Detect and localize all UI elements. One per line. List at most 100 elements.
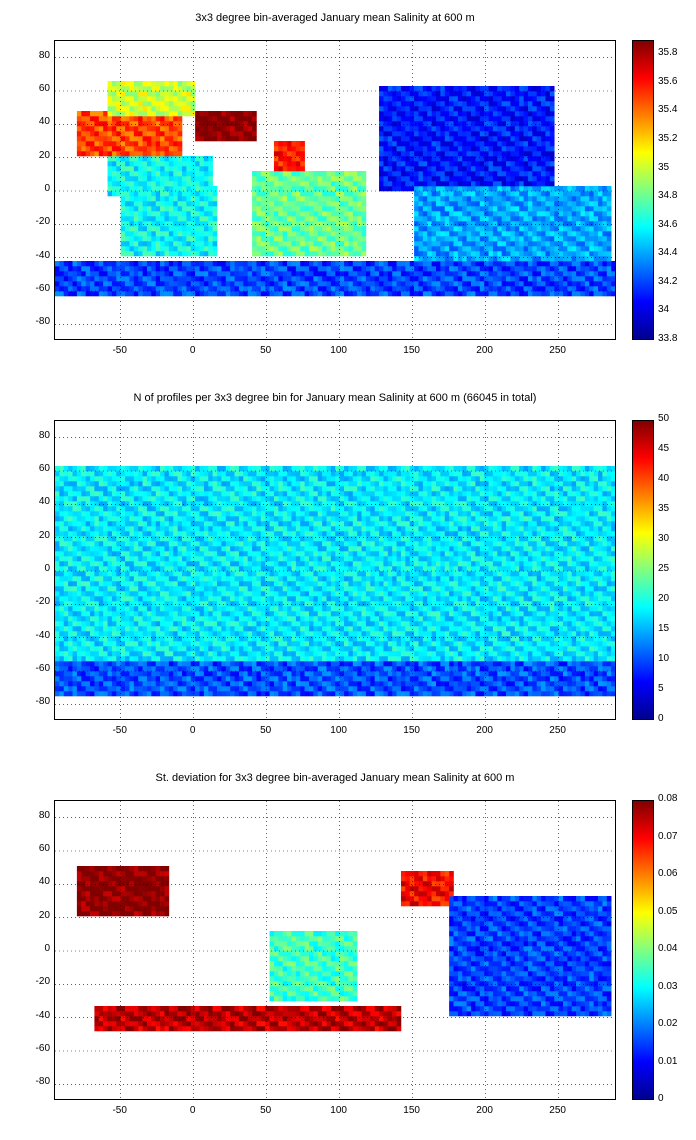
heatmap-cell: [146, 146, 152, 152]
heatmap-cell: [111, 91, 117, 97]
heatmap-cell: [501, 686, 507, 692]
heatmap-cell: [449, 176, 454, 182]
heatmap-cell: [352, 266, 358, 272]
heatmap-cell: [348, 211, 354, 217]
heatmap-cell: [492, 656, 498, 662]
heatmap-cell: [611, 686, 615, 692]
heatmap-cell: [361, 186, 367, 192]
heatmap-cell: [59, 281, 65, 287]
heatmap-cell: [168, 226, 174, 232]
heatmap-cell: [392, 126, 397, 132]
heatmap-cell: [348, 291, 354, 297]
heatmap-cell: [571, 221, 577, 227]
heatmap-cell: [234, 136, 240, 142]
heatmap-cell: [532, 681, 538, 687]
heatmap-cell: [357, 276, 362, 282]
heatmap-cell: [527, 121, 533, 127]
heatmap-cell: [488, 211, 494, 217]
heatmap-cell: [155, 281, 161, 287]
heatmap-cell: [427, 191, 432, 197]
heatmap-cell: [510, 281, 516, 287]
heatmap-cell: [335, 261, 340, 267]
heatmap-cell: [260, 266, 266, 272]
heatmap-cell: [129, 156, 135, 162]
heatmap-cell: [304, 271, 310, 277]
heatmap-cell: [409, 281, 415, 287]
heatmap-cell: [300, 211, 305, 217]
heatmap-cell: [339, 686, 345, 692]
heatmap-cell: [217, 686, 222, 692]
heatmap-cell: [479, 216, 485, 222]
heatmap-cell: [435, 101, 441, 107]
heatmap-cell: [98, 276, 104, 282]
heatmap-cell: [181, 111, 187, 117]
heatmap-cell: [606, 686, 612, 692]
heatmap-cell: [348, 241, 354, 247]
heatmap-cell: [107, 691, 113, 697]
heatmap-cell: [562, 691, 568, 697]
heatmap-cell: [133, 686, 139, 692]
heatmap-cell: [405, 656, 411, 662]
heatmap-cell: [449, 91, 454, 97]
heatmap-cell: [466, 216, 472, 222]
heatmap-cell: [120, 156, 126, 162]
heatmap-cell: [431, 676, 437, 682]
heatmap-cell: [383, 276, 389, 282]
heatmap-cell: [243, 676, 248, 682]
heatmap-cell: [396, 271, 402, 277]
heatmap-cell: [278, 281, 284, 287]
heatmap-cell: [247, 681, 253, 687]
heatmap-cell: [164, 121, 170, 127]
heatmap-cell: [562, 256, 568, 262]
heatmap-cell: [322, 201, 327, 207]
heatmap-cell: [151, 681, 157, 687]
heatmap-cell: [173, 206, 178, 212]
heatmap-cell: [506, 191, 511, 197]
heatmap-cell: [177, 201, 183, 207]
heatmap-cell: [409, 116, 415, 122]
heatmap-cell: [247, 651, 253, 657]
heatmap-cell: [580, 671, 586, 677]
heatmap-cell: [120, 276, 126, 282]
heatmap-cell: [287, 201, 292, 207]
heatmap-cell: [532, 131, 538, 137]
heatmap-cell: [554, 266, 559, 272]
heatmap-cell: [234, 121, 240, 127]
heatmap-cell: [133, 91, 139, 97]
heatmap-cell: [501, 276, 507, 282]
heatmap-cell: [155, 126, 161, 132]
heatmap-cell: [571, 261, 577, 267]
heatmap-cell: [484, 661, 489, 667]
heatmap-cell: [440, 276, 446, 282]
heatmap-cell: [462, 681, 467, 687]
heatmap-cell: [151, 101, 157, 107]
heatmap-cell: [160, 281, 165, 287]
heatmap-cell: [606, 266, 612, 272]
heatmap-cell: [313, 671, 319, 677]
heatmap-cell: [514, 86, 520, 92]
heatmap-cell: [536, 136, 542, 142]
heatmap-cell: [173, 156, 178, 162]
heatmap-cell: [562, 241, 568, 247]
heatmap-cell: [129, 216, 135, 222]
heatmap-cell: [510, 156, 516, 162]
heatmap-cell: [85, 266, 91, 272]
heatmap-cell: [374, 276, 380, 282]
heatmap-cell: [449, 236, 454, 242]
heatmap-cell: [435, 661, 441, 667]
heatmap-cell: [326, 221, 332, 227]
heatmap-cell: [230, 671, 235, 677]
heatmap-cell: [142, 276, 148, 282]
heatmap-cell: [541, 96, 546, 102]
heatmap-cell: [278, 671, 284, 677]
heatmap-cell: [536, 676, 542, 682]
heatmap-cell: [155, 646, 161, 652]
heatmap-cell: [129, 171, 135, 177]
heatmap-cell: [344, 271, 349, 277]
heatmap-cell: [506, 241, 511, 247]
heatmap-cell: [431, 241, 437, 247]
heatmap-cell: [181, 261, 187, 267]
heatmap-cell: [554, 691, 559, 697]
heatmap-cell: [392, 681, 397, 687]
heatmap-cell: [453, 151, 459, 157]
